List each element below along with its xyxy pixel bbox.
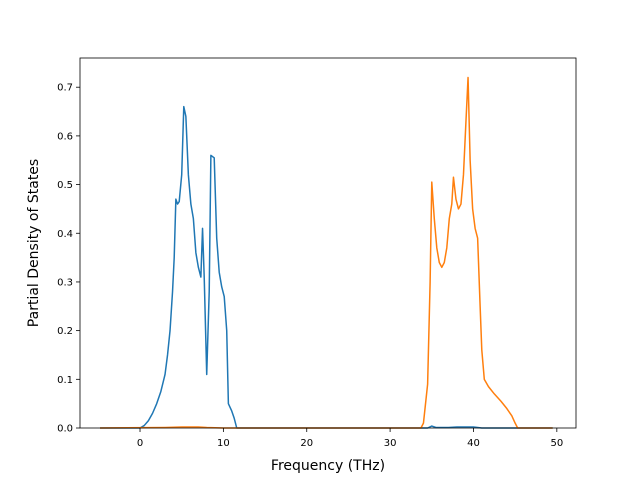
y-tick-label: 0.3 xyxy=(57,277,73,288)
x-tick-label: 50 xyxy=(550,438,563,449)
y-tick-label: 0.2 xyxy=(57,326,73,337)
plot-area xyxy=(80,58,576,428)
x-tick-label: 0 xyxy=(137,438,143,449)
y-tick-label: 0.4 xyxy=(57,229,73,240)
y-tick-label: 0.1 xyxy=(57,375,73,386)
x-tick-label: 40 xyxy=(467,438,480,449)
y-tick-label: 0.6 xyxy=(57,131,73,142)
x-tick-label: 20 xyxy=(300,438,313,449)
y-axis-ticks: 0.0 0.1 0.2 0.3 0.4 0.5 0.6 0.7 xyxy=(57,83,80,435)
y-tick-label: 0.0 xyxy=(57,424,73,435)
series-line-1 xyxy=(100,105,553,429)
x-tick-label: 30 xyxy=(384,438,397,449)
x-axis-ticks: 0 10 20 30 40 50 xyxy=(137,428,563,449)
y-tick-label: 0.5 xyxy=(57,180,73,191)
y-axis-label: Partial Density of States xyxy=(26,159,42,327)
y-tick-label: 0.7 xyxy=(57,83,73,94)
x-axis-label: Frequency (THz) xyxy=(271,458,385,474)
axes-frame xyxy=(79,57,577,429)
x-tick-label: 10 xyxy=(217,438,230,449)
